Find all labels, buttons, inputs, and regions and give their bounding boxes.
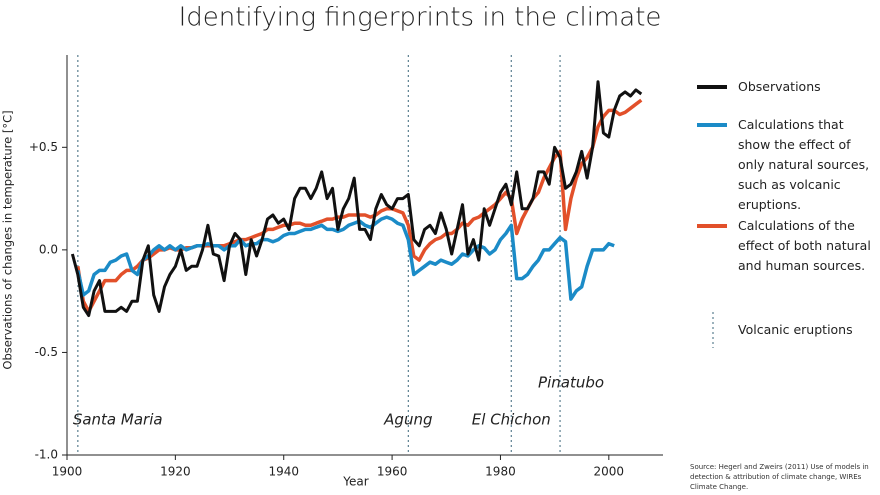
- x-tick-label: 1980: [485, 465, 516, 479]
- eruption-label: Agung: [383, 411, 432, 429]
- y-axis-label: Observations of changes in temperature […: [1, 110, 15, 369]
- x-tick-label: 1900: [52, 465, 83, 479]
- x-tick-label: 1940: [268, 465, 299, 479]
- series-line: [70, 80, 643, 317]
- legend-label: Volcanic eruptions: [738, 322, 853, 337]
- legend-label: Calculations of the effect of both natur…: [738, 218, 871, 273]
- eruption-label: Santa Maria: [73, 411, 163, 429]
- legend-label: Calculations that show the effect of onl…: [738, 117, 870, 212]
- source-note: Source: Hegerl and Zweirs (2011) Use of …: [690, 463, 869, 491]
- series-line: [76, 98, 643, 314]
- x-tick-label: 2000: [594, 465, 625, 479]
- y-tick-label: -0.5: [35, 345, 58, 359]
- chart-title: Identifying fingerprints in the climate: [179, 3, 662, 33]
- legend-label: Observations: [738, 79, 821, 94]
- eruption-label: Pinatubo: [538, 374, 604, 392]
- y-tick-label: 0.0: [39, 242, 58, 256]
- y-tick-label: -1.0: [35, 448, 58, 462]
- eruption-label: El Chichon: [472, 411, 551, 429]
- x-axis-label: Year: [342, 475, 368, 489]
- x-tick-label: 1920: [160, 465, 191, 479]
- series-line: [76, 215, 615, 301]
- x-tick-label: 1960: [377, 465, 408, 479]
- y-tick-label: +0.5: [29, 140, 58, 154]
